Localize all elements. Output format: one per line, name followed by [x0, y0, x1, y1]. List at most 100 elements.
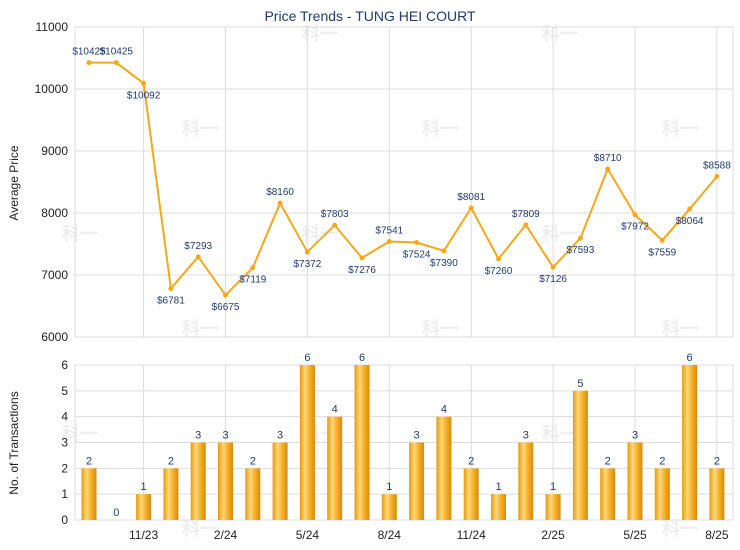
xtick-label: 5/25: [623, 528, 647, 542]
price-point: [168, 286, 173, 291]
price-value-label: $7276: [348, 265, 376, 276]
transaction-count-label: 3: [222, 430, 228, 442]
transaction-bar: [436, 417, 451, 520]
watermark-text: 科一: [422, 118, 458, 139]
transaction-bar: [491, 494, 506, 520]
transaction-count-label: 3: [277, 430, 283, 442]
price-ytick-label: 11000: [36, 20, 69, 34]
price-point: [523, 222, 528, 227]
price-value-label: $8710: [594, 153, 622, 164]
transaction-bar: [518, 443, 533, 521]
transaction-bar: [82, 468, 97, 520]
price-value-label: $8160: [266, 187, 294, 198]
transaction-count-label: 6: [359, 352, 365, 364]
transaction-bar: [136, 494, 151, 520]
transaction-bar: [300, 365, 315, 520]
price-value-label: $8064: [676, 216, 704, 227]
xtick-label: 11/23: [129, 528, 158, 542]
price-point: [387, 239, 392, 244]
bar-ytick-label: 1: [61, 487, 68, 501]
transaction-count-label: 3: [523, 430, 529, 442]
price-point: [414, 240, 419, 245]
transaction-count-label: 2: [250, 455, 256, 467]
price-point: [196, 254, 201, 259]
watermark-text: 科一: [182, 318, 218, 339]
price-value-label: $7559: [648, 247, 676, 258]
transaction-count-label: 1: [141, 481, 147, 493]
xtick-label: 8/24: [378, 528, 402, 542]
transaction-bar: [628, 443, 643, 521]
price-value-label: $7126: [539, 274, 567, 285]
price-value-label: $7293: [184, 241, 212, 252]
bar-ytick-label: 0: [61, 513, 68, 527]
transaction-count-label: 2: [468, 455, 474, 467]
xtick-label: 5/24: [296, 528, 320, 542]
price-point: [714, 174, 719, 179]
price-value-label: $10092: [127, 90, 161, 101]
watermark-text: 科一: [542, 23, 578, 44]
price-value-label: $6781: [157, 296, 185, 307]
transaction-count-label: 4: [332, 404, 338, 416]
transaction-count-label: 0: [113, 507, 119, 519]
price-point: [687, 207, 692, 212]
transaction-count-label: 2: [659, 455, 665, 467]
transaction-count-label: 3: [195, 430, 201, 442]
price-point: [578, 236, 583, 241]
transaction-bar: [573, 391, 588, 520]
price-value-label: $7972: [621, 222, 649, 233]
watermark-text: 科一: [542, 423, 578, 444]
price-value-label: $8588: [703, 161, 731, 172]
price-point: [278, 201, 283, 206]
transaction-count-label: 2: [86, 455, 92, 467]
price-value-label: $7372: [293, 259, 321, 270]
price-point: [223, 293, 228, 298]
price-point: [605, 166, 610, 171]
watermark-text: 科一: [422, 318, 458, 339]
price-point: [660, 238, 665, 243]
transaction-count-label: 3: [632, 430, 638, 442]
bar-ytick-label: 3: [61, 436, 68, 450]
price-ytick-label: 6000: [41, 330, 68, 344]
price-ytick-label: 8000: [41, 206, 68, 220]
bar-ytick-label: 5: [61, 384, 68, 398]
price-ytick-label: 7000: [41, 268, 68, 282]
transaction-bar: [682, 365, 697, 520]
price-value-label: $7541: [375, 225, 403, 236]
transaction-bar: [163, 468, 178, 520]
transaction-bar: [709, 468, 724, 520]
transaction-bar: [273, 443, 288, 521]
price-point: [496, 256, 501, 261]
bar-ytick-label: 6: [61, 358, 68, 372]
price-value-label: $7524: [403, 250, 431, 261]
transaction-bar: [409, 443, 424, 521]
price-point: [332, 223, 337, 228]
transaction-count-label: 4: [441, 404, 447, 416]
transaction-bar: [191, 443, 206, 521]
transaction-count-label: 6: [687, 352, 693, 364]
transaction-count-label: 2: [605, 455, 611, 467]
transaction-count-label: 5: [577, 378, 583, 390]
price-ytick-label: 9000: [41, 144, 68, 158]
transaction-bar: [327, 417, 342, 520]
price-value-label: $7809: [512, 209, 540, 220]
transactions-axis-label: No. of Transactions: [7, 391, 21, 494]
transaction-count-label: 3: [414, 430, 420, 442]
price-value-label: $7803: [321, 209, 349, 220]
price-point: [469, 205, 474, 210]
xtick-label: 2/25: [541, 528, 565, 542]
transaction-count-label: 2: [168, 455, 174, 467]
price-point: [360, 255, 365, 260]
price-point: [250, 265, 255, 270]
watermark-text: 科一: [62, 223, 98, 244]
price-value-label: $7390: [430, 258, 458, 269]
price-value-label: $8081: [457, 192, 485, 203]
xtick-label: 2/24: [214, 528, 238, 542]
price-panel-frame: [75, 27, 733, 337]
watermark-text: 科一: [182, 518, 218, 539]
price-point: [141, 81, 146, 86]
price-point: [114, 60, 119, 65]
transaction-bar: [655, 468, 670, 520]
transaction-bar: [464, 468, 479, 520]
price-value-label: $7260: [485, 266, 513, 277]
